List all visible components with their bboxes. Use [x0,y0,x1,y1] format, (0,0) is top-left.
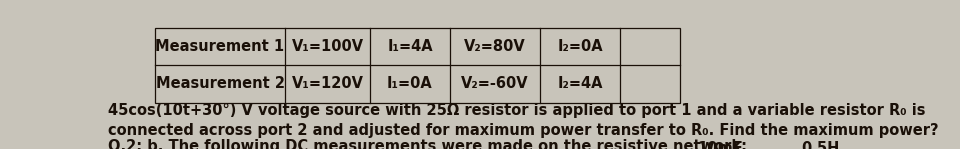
Text: connected across port 2 and adjusted for maximum power transfer to R₀. Find the : connected across port 2 and adjusted for… [108,122,939,138]
Text: Q.2: b. The following DC measurements were made on the resistive network:: Q.2: b. The following DC measurements we… [108,139,747,149]
Bar [155,28,680,103]
Text: 45cos(10t+30°) V voltage source with 25Ω resistor is applied to port 1 and a var: 45cos(10t+30°) V voltage source with 25Ω… [108,103,925,118]
Text: I₁=0A: I₁=0A [387,76,433,91]
Text: Measurement 1: Measurement 1 [156,39,284,54]
Text: V₁=120V: V₁=120V [292,76,364,91]
Text: 10mF: 10mF [697,141,743,149]
Text: I₂=4A: I₂=4A [557,76,603,91]
Text: I₁=4A: I₁=4A [387,39,433,54]
Text: 0.5H: 0.5H [801,141,839,149]
Text: Measurement 2: Measurement 2 [156,76,284,91]
Text: V₂=80V: V₂=80V [464,39,526,54]
Text: V₂=-60V: V₂=-60V [461,76,529,91]
Text: I₂=0A: I₂=0A [557,39,603,54]
Text: V₁=100V: V₁=100V [292,39,364,54]
